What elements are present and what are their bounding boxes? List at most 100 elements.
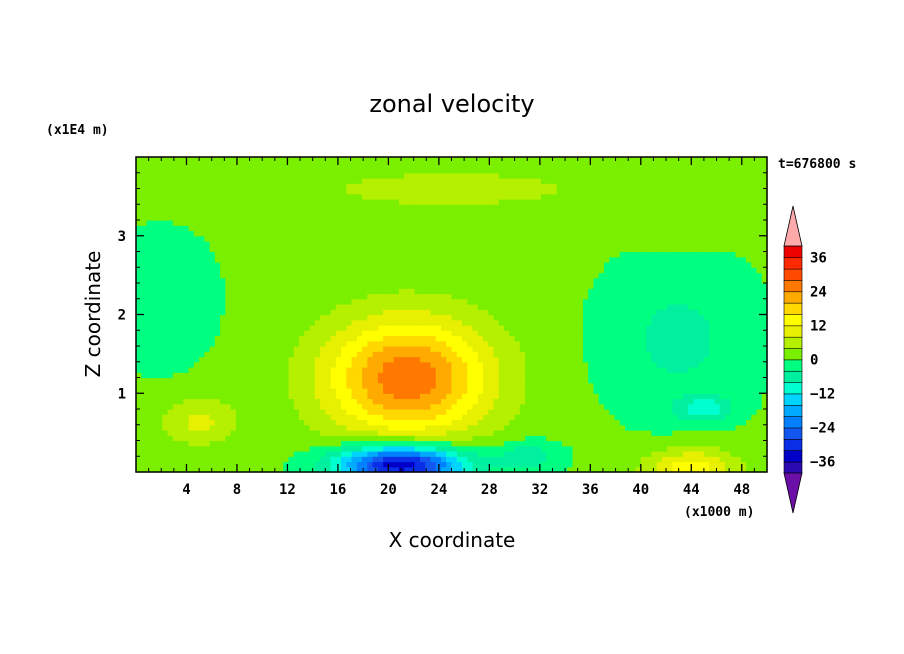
contour-cell — [346, 183, 353, 190]
contour-cell — [351, 388, 358, 394]
contour-cell — [456, 314, 463, 321]
contour-cell — [546, 214, 553, 221]
contour-cell — [167, 183, 174, 190]
contour-cell — [277, 414, 284, 421]
contour-cell — [272, 246, 279, 253]
contour-cell — [383, 235, 389, 242]
contour-cell — [383, 451, 389, 457]
contour-cell — [272, 272, 279, 279]
contour-cell — [230, 167, 237, 174]
contour-cell — [519, 246, 526, 253]
contour-cell — [320, 304, 326, 310]
contour-cell — [540, 377, 547, 384]
contour-cell — [178, 188, 184, 195]
contour-cell — [414, 461, 421, 468]
contour-cell — [225, 157, 232, 163]
contour-cell — [288, 178, 295, 184]
contour-cell — [556, 220, 563, 226]
contour-cell — [556, 382, 563, 389]
contour-cell — [193, 361, 200, 368]
contour-cell — [230, 209, 237, 216]
contour-cell — [235, 314, 242, 321]
contour-cell — [504, 214, 510, 221]
contour-cell — [561, 456, 568, 463]
contour-cell — [362, 382, 368, 389]
contour-cell — [561, 445, 568, 452]
contour-cell — [388, 178, 395, 184]
contour-cell — [377, 372, 384, 379]
contour-cell — [320, 393, 326, 400]
contour-cell — [172, 183, 179, 190]
contour-cell — [341, 220, 347, 226]
contour-cell — [351, 183, 358, 190]
contour-cell — [283, 461, 290, 468]
contour-cell — [188, 440, 195, 447]
contour-cell — [251, 419, 258, 426]
contour-cell — [404, 335, 411, 342]
contour-cell — [246, 393, 253, 400]
contour-cell — [425, 220, 432, 226]
contour-cell — [435, 225, 442, 232]
contour-cell — [504, 267, 510, 274]
contour-cell — [472, 230, 479, 237]
contour-cell — [235, 414, 242, 421]
contour-cell — [335, 214, 342, 221]
contour-cell — [477, 220, 484, 226]
contour-cell — [525, 283, 531, 289]
contour-cell — [514, 293, 521, 300]
contour-cell — [209, 235, 216, 242]
contour-cell — [272, 204, 279, 211]
contour-cell — [446, 377, 453, 384]
contour-cell — [330, 409, 337, 415]
contour-cell — [246, 314, 253, 321]
contour-cell — [488, 456, 495, 463]
contour-cell — [299, 461, 305, 468]
contour-cell — [477, 277, 484, 284]
contour-cell — [256, 435, 263, 442]
contour-cell — [288, 461, 295, 468]
contour-cell — [456, 456, 463, 463]
contour-cell — [204, 246, 211, 253]
contour-cell — [435, 251, 442, 258]
contour-cell — [540, 209, 547, 216]
contour-cell — [551, 330, 558, 337]
contour-cell — [414, 188, 421, 195]
contour-cell — [183, 283, 190, 289]
contour-cell — [225, 204, 232, 211]
contour-cell — [146, 251, 153, 258]
contour-cell — [256, 241, 263, 247]
plot-area — [136, 157, 768, 473]
contour-cell — [504, 451, 510, 457]
contour-cell — [535, 409, 542, 415]
contour-cell — [546, 361, 553, 368]
contour-cell — [178, 262, 184, 268]
contour-cell — [498, 319, 505, 326]
contour-cell — [367, 424, 374, 431]
contour-cell — [498, 367, 505, 373]
contour-cell — [288, 246, 295, 253]
contour-cell — [530, 325, 537, 331]
contour-cell — [425, 167, 432, 174]
contour-cell — [314, 220, 321, 226]
contour-cell — [414, 330, 421, 337]
contour-cell — [193, 183, 200, 190]
contour-cell — [183, 351, 190, 358]
contour-cell — [446, 209, 453, 216]
contour-cell — [320, 314, 326, 321]
contour-cell — [136, 262, 142, 268]
contour-cell — [267, 377, 274, 384]
contour-cell — [157, 430, 163, 436]
contour-cell — [246, 304, 253, 310]
contour-cell — [235, 382, 242, 389]
contour-cell — [151, 393, 158, 400]
contour-cell — [299, 466, 305, 473]
contour-cell — [362, 241, 368, 247]
contour-cell — [351, 461, 358, 468]
contour-cell — [377, 246, 384, 253]
contour-cell — [162, 283, 169, 289]
contour-cell — [272, 251, 279, 258]
contour-cell — [272, 356, 279, 363]
contour-cell — [440, 335, 447, 342]
contour-cell — [209, 183, 216, 190]
contour-cell — [561, 346, 568, 352]
